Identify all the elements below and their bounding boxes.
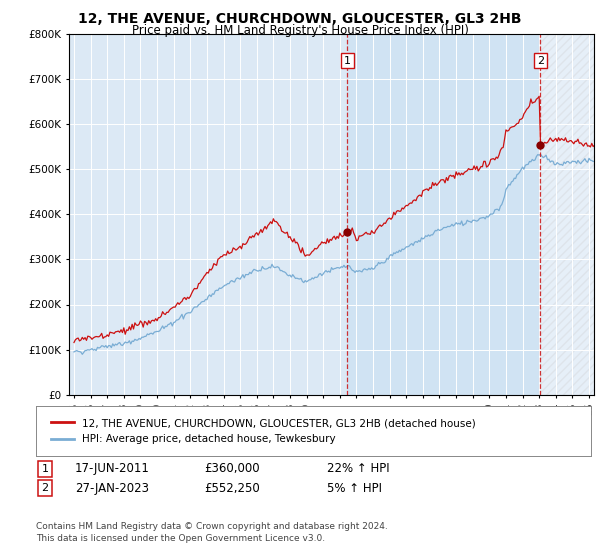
Text: This data is licensed under the Open Government Licence v3.0.: This data is licensed under the Open Gov… (36, 534, 325, 543)
Text: 22% ↑ HPI: 22% ↑ HPI (327, 462, 389, 475)
Text: 17-JUN-2011: 17-JUN-2011 (75, 462, 150, 475)
Legend: 12, THE AVENUE, CHURCHDOWN, GLOUCESTER, GL3 2HB (detached house), HPI: Average p: 12, THE AVENUE, CHURCHDOWN, GLOUCESTER, … (47, 414, 480, 449)
Text: 5% ↑ HPI: 5% ↑ HPI (327, 482, 382, 495)
Text: 2: 2 (537, 55, 544, 66)
Text: £360,000: £360,000 (204, 462, 260, 475)
Text: 1: 1 (344, 55, 351, 66)
Text: 12, THE AVENUE, CHURCHDOWN, GLOUCESTER, GL3 2HB: 12, THE AVENUE, CHURCHDOWN, GLOUCESTER, … (78, 12, 522, 26)
Text: 27-JAN-2023: 27-JAN-2023 (75, 482, 149, 495)
Text: £552,250: £552,250 (204, 482, 260, 495)
Text: Price paid vs. HM Land Registry's House Price Index (HPI): Price paid vs. HM Land Registry's House … (131, 24, 469, 36)
Text: 2: 2 (41, 483, 49, 493)
Text: 1: 1 (41, 464, 49, 474)
Text: Contains HM Land Registry data © Crown copyright and database right 2024.: Contains HM Land Registry data © Crown c… (36, 522, 388, 531)
Bar (347, 34, 541, 395)
Bar (541, 34, 594, 395)
